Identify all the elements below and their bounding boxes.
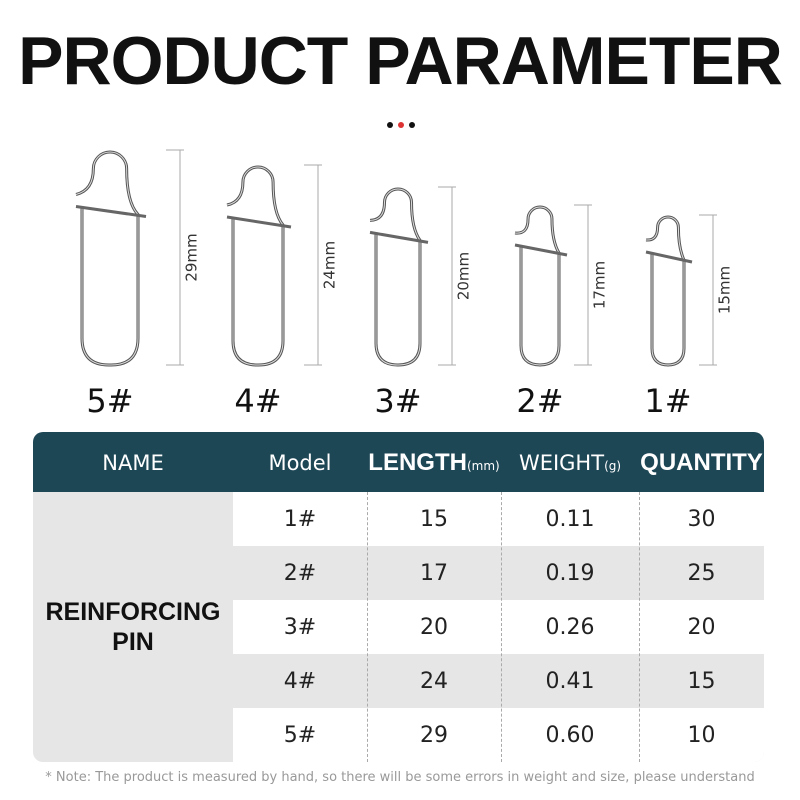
table-cell: 15 xyxy=(687,669,716,694)
column-header: WEIGHT(g) xyxy=(501,432,639,492)
column-label: QUANTITY xyxy=(640,449,763,476)
pin-label: 2# xyxy=(516,382,563,420)
table-cell: 0.60 xyxy=(545,723,595,748)
parameter-table: NAME Model LENGTH(mm) WEIGHT(g) QUANTITY REI… xyxy=(33,432,764,762)
table-row: 3# 20 0.26 20 xyxy=(233,600,764,654)
column-separator xyxy=(501,492,502,762)
pin-label: 4# xyxy=(234,382,281,420)
table-row: 5# 29 0.60 10 xyxy=(233,708,764,762)
table-row: 1# 15 0.11 30 xyxy=(233,492,764,546)
column-separator xyxy=(639,492,640,762)
table-header: NAME Model LENGTH(mm) WEIGHT(g) QUANTITY xyxy=(33,432,764,492)
column-header: Model xyxy=(233,432,367,492)
column-label: WEIGHT xyxy=(518,451,605,475)
table-cell: 2# xyxy=(283,561,317,586)
size-label: 17mm xyxy=(591,261,609,309)
table-cell: 0.41 xyxy=(545,669,595,694)
size-label: 20mm xyxy=(455,252,473,300)
pin-bar xyxy=(369,230,429,244)
pin-wire-highlight xyxy=(369,188,421,366)
pin-wire xyxy=(226,165,285,367)
table-row: 2# 17 0.19 25 xyxy=(233,546,764,600)
column-header: LENGTH(mm) xyxy=(367,432,501,492)
table-cell: 29 xyxy=(420,723,448,748)
pin-illustrations: 29mm 5# 24mm 4# 20mm 3# 17mm 2# 15mm 1# xyxy=(75,149,734,420)
pin-label: 3# xyxy=(374,382,421,420)
table-cell: 0.11 xyxy=(545,507,595,532)
pin-wire-highlight xyxy=(226,166,284,366)
table-cell: 0.19 xyxy=(545,561,595,586)
title: PRODUCT PARAMETER xyxy=(18,23,783,99)
column-label: Model xyxy=(268,451,332,475)
pin-label: 1# xyxy=(644,382,691,420)
column-label: LENGTH xyxy=(368,449,467,476)
table-cell: 20 xyxy=(687,615,716,640)
table-cell: 4# xyxy=(283,669,317,694)
table-cell: 1# xyxy=(283,507,317,532)
size-label: 24mm xyxy=(321,241,339,289)
table-cell: 15 xyxy=(420,507,448,532)
table-cell: 3# xyxy=(283,615,317,640)
column-header: QUANTITY xyxy=(639,432,764,492)
pin-label: 5# xyxy=(86,382,133,420)
pin-wire-highlight xyxy=(645,216,685,366)
table-cell: 25 xyxy=(687,561,716,586)
pin-bar xyxy=(514,243,568,257)
column-header: NAME xyxy=(33,432,233,492)
pin-bar xyxy=(226,215,292,229)
pin-wire-highlight xyxy=(75,151,139,366)
table-row: 4# 24 0.41 15 xyxy=(233,654,764,708)
pin-bar xyxy=(645,250,693,264)
size-label: 15mm xyxy=(716,266,734,314)
column-separator xyxy=(367,492,368,762)
pin-wire-highlight xyxy=(514,206,560,366)
product-name: REINFORCING PIN xyxy=(45,598,221,656)
column-label: NAME xyxy=(102,451,164,475)
pin-bar xyxy=(75,205,147,218)
table-cell: 20 xyxy=(420,615,448,640)
table-cell: 24 xyxy=(420,669,448,694)
table-cell: 10 xyxy=(687,723,716,748)
note: * Note: The product is measured by hand,… xyxy=(45,770,755,785)
column-unit: (mm) xyxy=(466,459,500,473)
table-cell: 5# xyxy=(283,723,317,748)
dot xyxy=(387,122,393,128)
dot xyxy=(409,122,415,128)
size-label: 29mm xyxy=(183,233,201,281)
dot xyxy=(398,122,404,128)
table-cell: 17 xyxy=(420,561,448,586)
table-cell: 30 xyxy=(687,507,716,532)
table-cell: 0.26 xyxy=(545,615,595,640)
column-unit: (g) xyxy=(604,459,622,473)
pin-wire xyxy=(75,150,140,367)
